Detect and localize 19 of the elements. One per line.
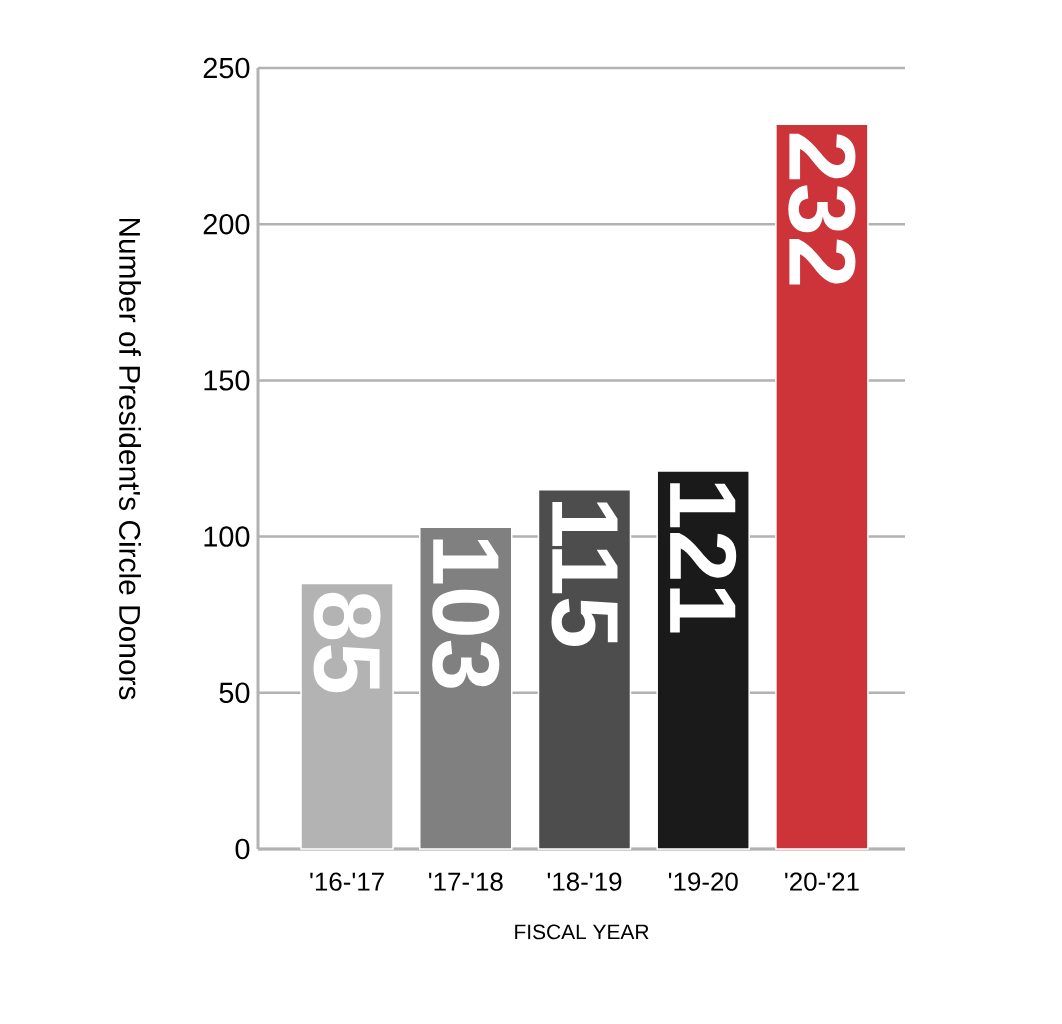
- y-tick-label: 50: [219, 682, 250, 704]
- x-tick-label: '18-'19: [547, 872, 622, 891]
- x-tick-label: '16-'17: [310, 872, 384, 891]
- y-tick-label: 200: [203, 213, 250, 235]
- y-tick-label: 250: [203, 57, 250, 79]
- y-tick-label: 100: [204, 526, 250, 547]
- y-axis-title: Number of President's Circle Donors: [119, 218, 141, 700]
- x-tick-label: '19-20: [668, 872, 738, 891]
- x-axis-title: FISCAL YEAR: [515, 924, 649, 940]
- data-label: 115: [551, 501, 618, 646]
- x-tick-label: '20-'21: [785, 872, 859, 891]
- data-label: 121: [670, 483, 737, 633]
- data-label: 103: [432, 539, 500, 688]
- bar: [775, 123, 869, 850]
- y-tick-label: 150: [204, 370, 250, 391]
- data-label: 232: [788, 133, 856, 285]
- x-tick-label: '17-'18: [429, 872, 503, 891]
- data-label: 85: [313, 592, 381, 693]
- y-tick-label: 0: [235, 838, 250, 860]
